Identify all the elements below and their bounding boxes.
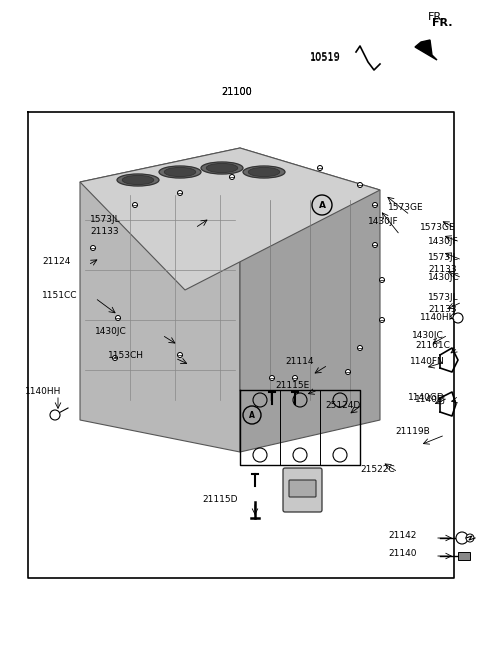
Circle shape: [91, 245, 96, 251]
Circle shape: [317, 165, 323, 171]
Text: 1573JL: 1573JL: [90, 216, 120, 224]
Text: 1573JL: 1573JL: [428, 253, 458, 262]
Text: 25124D: 25124D: [325, 401, 360, 409]
Text: 21133: 21133: [428, 266, 456, 274]
Circle shape: [116, 316, 120, 321]
Text: 1140EJ: 1140EJ: [415, 396, 446, 405]
Polygon shape: [415, 40, 437, 60]
Text: 21100: 21100: [222, 87, 252, 97]
Text: 1573GE: 1573GE: [388, 203, 424, 213]
Circle shape: [358, 346, 362, 350]
Ellipse shape: [164, 167, 196, 176]
Text: 21119B: 21119B: [395, 428, 430, 436]
Ellipse shape: [159, 166, 201, 178]
Circle shape: [50, 410, 60, 420]
Text: 21124: 21124: [42, 258, 71, 266]
Text: 1430JC: 1430JC: [428, 274, 460, 283]
Text: 1573JL: 1573JL: [428, 293, 458, 302]
Ellipse shape: [206, 163, 238, 173]
Circle shape: [229, 174, 235, 180]
Text: 1573GE: 1573GE: [420, 224, 456, 232]
Circle shape: [178, 190, 182, 195]
Text: 21133: 21133: [428, 306, 456, 314]
Circle shape: [372, 203, 377, 207]
Text: 1430JC: 1430JC: [95, 327, 127, 337]
Text: 21140: 21140: [388, 548, 417, 558]
Circle shape: [466, 534, 474, 542]
Text: 1140HH: 1140HH: [25, 388, 61, 396]
Circle shape: [453, 313, 463, 323]
Circle shape: [112, 356, 118, 361]
Ellipse shape: [117, 174, 159, 186]
Text: 21115D: 21115D: [202, 495, 238, 504]
Bar: [458, 552, 470, 560]
Text: 21133: 21133: [90, 228, 119, 237]
Text: 1140FN: 1140FN: [410, 358, 445, 367]
Text: 1140HK: 1140HK: [420, 314, 456, 323]
Text: 21115E: 21115E: [275, 380, 309, 390]
Text: A: A: [249, 411, 255, 419]
Text: 1430JC: 1430JC: [412, 331, 444, 340]
Ellipse shape: [243, 166, 285, 178]
FancyBboxPatch shape: [283, 468, 322, 512]
Text: 21142: 21142: [388, 531, 416, 539]
Text: 1151CC: 1151CC: [42, 291, 77, 300]
Text: 1140GD: 1140GD: [408, 394, 445, 403]
Circle shape: [380, 277, 384, 283]
Text: 21100: 21100: [222, 87, 252, 97]
Text: 21114: 21114: [285, 358, 313, 367]
Text: 1153CH: 1153CH: [108, 350, 144, 359]
Circle shape: [292, 375, 298, 380]
Text: 1430JF: 1430JF: [368, 218, 398, 226]
Text: FR.: FR.: [428, 12, 445, 22]
Circle shape: [380, 318, 384, 323]
Ellipse shape: [201, 162, 243, 174]
Circle shape: [358, 182, 362, 188]
Polygon shape: [80, 148, 240, 452]
Polygon shape: [80, 148, 380, 290]
Circle shape: [456, 532, 468, 544]
Text: 1430JF: 1430JF: [428, 237, 458, 247]
Text: 10519: 10519: [310, 53, 341, 63]
Ellipse shape: [122, 175, 154, 184]
Circle shape: [346, 369, 350, 375]
Text: FR.: FR.: [432, 18, 453, 28]
Text: 10519: 10519: [310, 52, 341, 62]
Text: 21522C: 21522C: [360, 466, 395, 474]
Circle shape: [372, 243, 377, 247]
Text: 21161C: 21161C: [415, 340, 450, 350]
Circle shape: [132, 203, 137, 207]
Circle shape: [178, 352, 182, 358]
Ellipse shape: [248, 167, 280, 176]
Text: A: A: [319, 201, 325, 209]
Polygon shape: [240, 148, 380, 452]
Circle shape: [269, 375, 275, 380]
FancyBboxPatch shape: [289, 480, 316, 497]
